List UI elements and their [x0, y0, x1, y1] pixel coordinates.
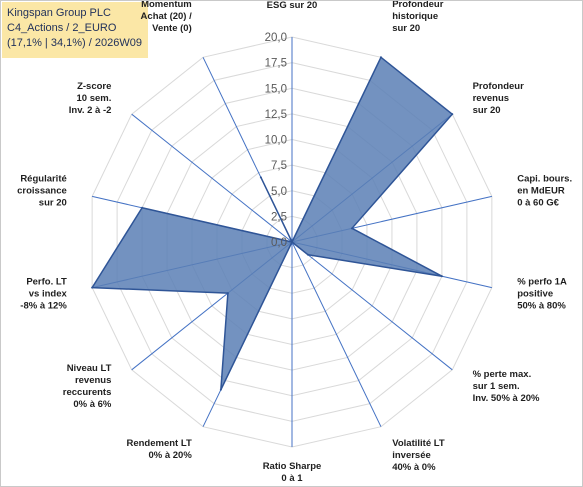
tick-label: 7,5: [271, 160, 287, 172]
axis-label: NoteESG sur 20: [267, 1, 318, 11]
tick-label: 0,0: [271, 237, 287, 249]
data-point: [226, 292, 229, 295]
data-point: [379, 56, 382, 59]
tick-label: 17,5: [265, 58, 287, 70]
data-point: [440, 275, 443, 278]
data-point: [350, 227, 353, 230]
tick-label: 2,5: [271, 211, 287, 223]
axis-label: Rendement LT 0% à 20%: [126, 438, 192, 461]
data-series-area: [91, 56, 454, 391]
tick-label: 5,0: [271, 186, 287, 198]
header-category: C4_Actions / 2_EURO: [7, 22, 117, 34]
chart-header: Kingspan Group PLC C4_Actions / 2_EURO (…: [2, 2, 148, 58]
axis-label: Capi. bours. en MdEUR 0 à 60 G€: [517, 174, 572, 209]
data-point: [451, 113, 454, 116]
axis-label: Z-score 10 sem. Inv. 2 à -2: [69, 81, 112, 116]
axis-label: Ratio Sharpe 0 à 1: [263, 461, 322, 484]
axis-label: Régularité croissance sur 20: [17, 174, 67, 209]
data-point: [307, 253, 310, 256]
axis-spoke: [291, 241, 382, 427]
data-point: [291, 241, 293, 243]
axis-label: % perfo 1A positive 50% à 80%: [517, 276, 567, 311]
axis-spoke: [291, 241, 453, 371]
axis-label: Momentum Achat (20) / Vente (0): [141, 1, 193, 34]
axis-label: Niveau LT revenus reccurents 0% à 6%: [63, 363, 112, 410]
axis-label: Volatilité LT inversée 40% à 0%: [392, 438, 445, 473]
axis-spoke: [131, 113, 293, 243]
data-point: [141, 206, 144, 209]
data-point: [91, 286, 94, 289]
tick-label: 15,0: [265, 83, 287, 95]
axis-label: Profondeur revenus sur 20: [473, 81, 524, 116]
axis-label: Perfo. LT vs index -8% à 12%: [20, 276, 67, 311]
tick-label: 10,0: [265, 135, 287, 147]
tick-label: 12,5: [265, 109, 287, 121]
data-point: [219, 388, 222, 391]
header-stats: (17,1% | 34,1%) / 2026W09: [7, 37, 142, 49]
axis-label: Profondeur historique sur 20: [392, 1, 443, 34]
header-company: Kingspan Group PLC: [7, 7, 111, 19]
axis-label: % perte max. sur 1 sem. Inv. 50% à 20%: [473, 369, 540, 404]
data-point: [259, 176, 262, 179]
tick-label: 20,0: [265, 32, 287, 44]
